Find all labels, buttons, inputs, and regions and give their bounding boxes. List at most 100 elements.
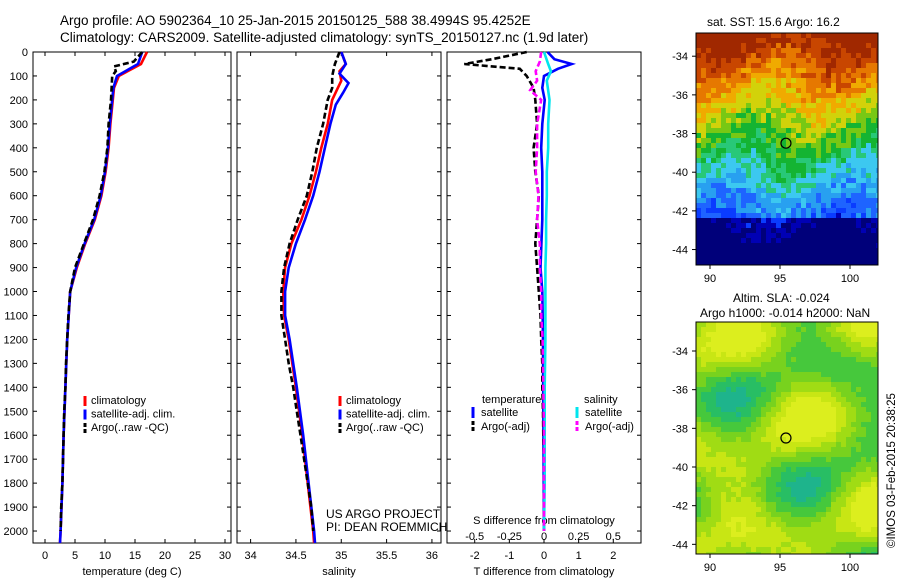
x-tick-label: 0 [541,550,547,562]
credit-pi: PI: DEAN ROEMMICH [326,520,448,534]
depth-tick-label: 800 [10,239,28,251]
series-line-salinity-0 [281,51,348,544]
argo-location-marker [780,432,792,444]
legend-label-sal-2: Argo(..raw -QC) [346,422,424,434]
legend-header-salinity: salinity [584,394,618,406]
depth-tick-label: 100 [10,71,28,83]
x2-tick-label: 0.5 [606,531,621,543]
depth-tick-label: 900 [10,263,28,275]
x-tick-label: 20 [159,550,171,562]
x-tick-label: -1 [504,550,514,562]
sst-map-title: sat. SST: 15.6 Argo: 16.2 [707,15,840,29]
series-line-temperature-2 [59,51,144,532]
depth-tick-label: 1500 [4,406,28,418]
x-tick-label: 5 [72,550,78,562]
depth-tick-label: 1600 [4,430,28,442]
depth-tick-label: 1100 [4,310,28,322]
plot-title-line1: Argo profile: AO 5902364_10 25-Jan-2015 … [60,13,531,28]
legend-label-temp-1: satellite-adj. clim. [91,409,175,421]
legend-label-difference-1: Argo(-adj) [481,421,530,433]
depth-tick-label: 1400 [4,382,28,394]
legend-label-temp-0: climatology [91,395,147,407]
x-tick-label: 10 [99,550,111,562]
sst-heatmap [696,33,878,265]
x2-tick-label: -0.25 [497,531,522,543]
map-y-tick-label: -44 [672,539,688,551]
difference-line-1 [464,50,546,531]
legend-header-temperature: temperature [482,394,541,406]
depth-tick-label: 1700 [4,454,28,466]
legend-label-difference-0: satellite [481,407,518,419]
depth-tick-label: 700 [10,215,28,227]
map-y-tick-label: -42 [672,206,688,218]
x2-tick-label: 0.25 [568,531,589,543]
sst-map-frame [695,32,879,266]
series-line-temperature-1 [58,51,144,544]
map-y-tick-label: -36 [672,90,688,102]
x-tick-label: 30 [219,550,231,562]
x-axis-label: temperature (deg C) [82,566,181,578]
depth-tick-label: 300 [10,119,28,131]
series-line-salinity-1 [283,51,351,544]
map-y-tick-label: -34 [672,51,688,63]
depth-tick-label: 200 [10,95,28,107]
map-y-tick-label: -42 [672,501,688,513]
sla-map-title-1: Altim. SLA: -0.024 [733,291,830,305]
x-tick-label: 34.5 [285,550,306,562]
depth-tick-label: 1200 [4,334,28,346]
map-y-tick-label: -44 [672,245,688,257]
map-y-tick-label: -38 [672,129,688,141]
series-line-salinity-2 [280,51,341,532]
map-x-tick-label: 95 [774,273,786,285]
legend-label-difference-2: satellite [585,407,622,419]
x-tick-label: 2 [610,550,616,562]
depth-tick-label: 1300 [4,358,28,370]
map-y-tick-label: -40 [672,167,688,179]
legend-label-difference-3: Argo(-adj) [585,421,634,433]
x-tick-label: 0 [42,550,48,562]
panel-frame-salinity [236,51,442,544]
x-axis-label: salinity [322,566,356,578]
sla-heatmap [696,322,878,554]
x-tick-label: 36 [426,550,438,562]
legend-label-sal-0: climatology [346,395,402,407]
depth-tick-label: 600 [10,191,28,203]
x-tick-label: -2 [470,550,480,562]
x-axis-label-difference: T difference from climatology [474,566,615,578]
map-x-tick-label: 100 [841,273,859,285]
map-x-tick-label: 95 [774,562,786,574]
x-tick-label: 35.5 [376,550,397,562]
plot-title-line2: Climatology: CARS2009. Satellite-adjuste… [60,30,589,45]
legend-label-sal-1: satellite-adj. clim. [346,409,430,421]
argo-location-marker [780,137,792,149]
panel-frame-temperature [32,51,232,544]
depth-tick-label: 2000 [4,526,28,538]
depth-tick-label: 1900 [4,502,28,514]
map-x-tick-label: 90 [704,273,716,285]
map-x-tick-label: 90 [704,562,716,574]
depth-tick-label: 400 [10,143,28,155]
x2-tick-label: 0 [541,531,547,543]
depth-tick-label: 0 [22,47,28,59]
map-y-tick-label: -40 [672,462,688,474]
depth-tick-label: 1800 [4,478,28,490]
x-tick-label: 15 [129,550,141,562]
sla-map-title-2: Argo h1000: -0.014 h2000: NaN [700,306,871,320]
x-tick-label: 34 [244,550,256,562]
map-y-tick-label: -38 [672,423,688,435]
credit-project: US ARGO PROJECT [326,507,441,521]
difference-line-3 [528,51,546,531]
legend-label-temp-2: Argo(..raw -QC) [91,422,169,434]
map-y-tick-label: -34 [672,346,688,358]
map-x-tick-label: 100 [841,562,859,574]
depth-tick-label: 1000 [4,287,28,299]
x-tick-label: 1 [576,550,582,562]
x2-tick-label: -0.5 [465,531,484,543]
x-tick-label: 25 [189,550,201,562]
depth-tick-label: 500 [10,167,28,179]
map-y-tick-label: -36 [672,385,688,397]
series-line-temperature-0 [58,51,149,544]
sla-map-frame [695,321,879,555]
x-tick-label: 35 [335,550,347,562]
